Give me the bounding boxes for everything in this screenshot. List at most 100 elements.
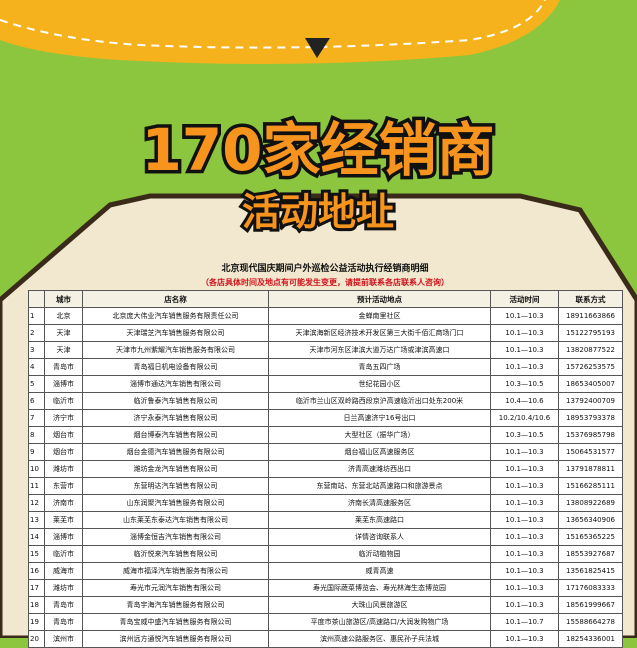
table-cell: 14 [28,528,45,546]
table-cell: 寿光市元润汽车销售有限公司 [82,579,269,597]
table-cell: 天津 [44,341,83,359]
table-cell: 2 [28,324,45,342]
table-cell: 11 [28,477,45,495]
table-cell: 15165365225 [558,528,623,546]
table-cell: 淄博市 [44,375,83,393]
table-cell: 北京庞大伟业汽车销售服务有限责任公司 [82,307,269,325]
table-cell: 天津 [44,324,83,342]
table-cell: 10.1—10.3 [490,307,559,325]
table-cell: 15588664278 [558,613,623,631]
table-cell: 大型社区（振华广场） [268,426,491,444]
table-cell: 18653405007 [558,375,623,393]
header-cell [28,290,45,308]
table-cell: 潍坊市 [44,579,83,597]
table-cell: 13656340906 [558,511,623,529]
table-cell: 烟台福山区高速服务区 [268,443,491,461]
table-row: 6 临沂市 临沂鲁泰汽车销售有限公司 临沂市兰山区双岭路西段京沪高速临沂出口处东200… [28,392,623,410]
table-cell: 烟台博泰汽车销售有限公司 [82,426,269,444]
table-row: 15 临沂市 临沂悦来汽车销售有限公司 临沂动植物园 10.1—10.3 18553927… [28,545,623,563]
table-cell: 山东润聚汽车销售服务有限公司 [82,494,269,512]
table-cell: 东营市 [44,477,83,495]
table-cell: 13792400709 [558,392,623,410]
table-row: 7 济宁市 济宁永泰汽车销售有限公司 日兰高速济宁16号出口 10.2/10.4/10.… [28,409,623,427]
header-row: 城市 店名称 预计活动地点 活动时间 联系方式 [28,290,623,308]
table-cell: 10.1—10.3 [490,630,559,648]
table-cell: 10.1—10.3 [490,460,559,478]
table-cell: 莱芜东高速路口 [268,511,491,529]
table-cell: 潍坊市 [44,460,83,478]
table-row: 12 济南市 山东润聚汽车销售服务有限公司 济南长清高速服务区 10.1—10.3 138… [28,494,623,512]
table-cell: 济宁市 [44,409,83,427]
table-cell: 5 [28,375,45,393]
table-cell: 15 [28,545,45,563]
table-cell: 青岛五四广场 [268,358,491,376]
table-cell: 18 [28,596,45,614]
table-cell: 17 [28,579,45,597]
table-cell: 大珠山风景旅游区 [268,596,491,614]
table-row: 8 烟台市 烟台博泰汽车销售有限公司 大型社区（振华广场） 10.3—10.5 15376… [28,426,623,444]
table-row: 17 潍坊市 寿光市元润汽车销售有限公司 寿光国际蔬菜博览会、寿光林海生态博览园 10.… [28,579,623,597]
table-cell: 寿光国际蔬菜博览会、寿光林海生态博览园 [268,579,491,597]
table-cell: 淄博市通达汽车销售有限公司 [82,375,269,393]
table-cell: 9 [28,443,45,461]
header-cell: 联系方式 [558,290,623,308]
table-row: 4 青岛市 青岛福日机电设备有限公司 青岛五四广场 10.1—10.3 157262535… [28,358,623,376]
table-cell: 金蝉南里社区 [268,307,491,325]
table-cell: 烟台市 [44,426,83,444]
table-cell: 北京 [44,307,83,325]
table-cell: 10.4—10.6 [490,392,559,410]
table-cell: 10.1—10.3 [490,511,559,529]
table-cell: 临沂悦来汽车销售有限公司 [82,545,269,563]
table-cell: 临沂鲁泰汽车销售有限公司 [82,392,269,410]
table-cell: 12 [28,494,45,512]
top-banner [0,0,560,64]
table-row: 14 淄博市 淄博金恒吉汽车销售有限公司 详情咨询联系人 10.1—10.3 151653… [28,528,623,546]
table-cell: 18553927687 [558,545,623,563]
table-cell: 东营明达汽车销售有限公司 [82,477,269,495]
table-cell: 临沂市 [44,392,83,410]
sub-title: 活动地址 [242,190,394,234]
table-cell: 青岛市 [44,613,83,631]
table-row: 1 北京 北京庞大伟业汽车销售服务有限责任公司 金蝉南里社区 10.1—10.3 1891… [28,307,623,325]
table-row: 2 天津 天津瑞芝汽车销售服务有限公司 天津滨海新区经济技术开发区第三大街千佰汇商场门… [28,324,623,342]
table-cell: 10.1—10.7 [490,613,559,631]
table-cell: 13 [28,511,45,529]
table-cell: 13820877522 [558,341,623,359]
table-cell: 18911663866 [558,307,623,325]
table-cell: 15376985798 [558,426,623,444]
table-cell: 17176083333 [558,579,623,597]
header-cell: 预计活动地点 [268,290,491,308]
table-cell: 天津瑞芝汽车销售服务有限公司 [82,324,269,342]
table-cell: 18254336001 [558,630,623,648]
table-cell: 济南长清高速服务区 [268,494,491,512]
table-cell: 3 [28,341,45,359]
table-cell: 10.1—10.3 [490,324,559,342]
table-cell: 世纪花园小区 [268,375,491,393]
table-cell: 济南市 [44,494,83,512]
arrow [305,38,330,58]
table-cell: 10.3—10.5 [490,375,559,393]
table-cell: 18953793378 [558,409,623,427]
table-cell: 10.1—10.3 [490,545,559,563]
table-row: 13 莱芜市 山东莱芜东泰达汽车销售有限公司 莱芜东高速路口 10.1—10.3 1365… [28,511,623,529]
table-row: 9 烟台市 烟台金德汽车销售服务有限公司 烟台福山区高速服务区 10.1—10.3 150… [28,443,623,461]
table-cell: 10.1—10.3 [490,579,559,597]
table-cell: 16 [28,562,45,580]
table-cell: 烟台市 [44,443,83,461]
table-cell: 日兰高速济宁16号出口 [268,409,491,427]
table-row: 3 天津 天津市九州紫耀汽车销售服务有限公司 天津市河东区津滨大道万达广场或津滨高速口… [28,341,623,359]
table-cell: 青岛福日机电设备有限公司 [82,358,269,376]
table-cell: 15726253575 [558,358,623,376]
table-row: 16 威海市 威海市福泽汽车销售服务有限公司 威青高速 10.1—10.3 1356182… [28,562,623,580]
table-cell: 19 [28,613,45,631]
table-cell: 莱芜市 [44,511,83,529]
table-cell: 济宁永泰汽车销售有限公司 [82,409,269,427]
table-cell: 1 [28,307,45,325]
table-cell: 10.1—10.3 [490,494,559,512]
dashed-line [0,0,546,49]
table-cell: 潍坊金龙汽车销售有限公司 [82,460,269,478]
table-note: （各店具体时间及地点有可能发生变更，请提前联系各店联系人咨询） [201,278,449,287]
table-cell: 10.2/10.4/10.6 [490,409,559,427]
table-cell: 临沂动植物园 [268,545,491,563]
